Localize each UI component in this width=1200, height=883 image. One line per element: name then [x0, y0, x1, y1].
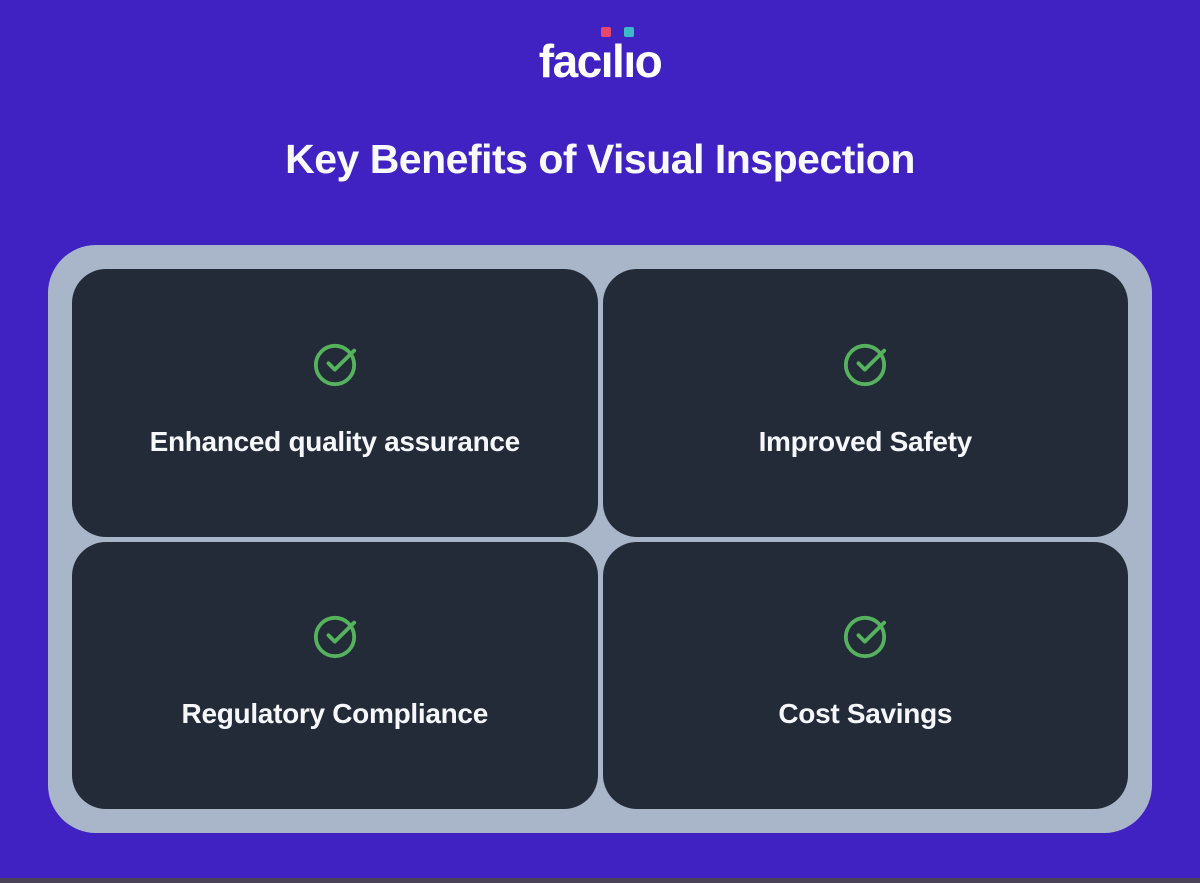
benefit-card-safety: Improved Safety	[602, 269, 1128, 537]
benefit-label: Enhanced quality assurance	[149, 425, 521, 457]
benefit-label: Cost Savings	[778, 698, 953, 730]
benefits-panel: Enhanced quality assurance Improved Safe…	[48, 245, 1152, 833]
check-circle-icon	[842, 614, 888, 660]
benefit-card-compliance: Regulatory Compliance	[72, 541, 598, 809]
page-title: Key Benefits of Visual Inspection	[285, 136, 915, 182]
benefit-card-cost: Cost Savings	[602, 541, 1128, 809]
check-circle-icon	[842, 342, 888, 388]
logo-segment: o	[634, 35, 663, 87]
benefit-label: Improved Safety	[758, 425, 973, 457]
benefits-grid: Enhanced quality assurance Improved Safe…	[72, 269, 1128, 809]
logo-dot-pink	[601, 27, 612, 37]
check-circle-icon	[312, 614, 358, 660]
logo-segment: fac	[538, 35, 602, 87]
brand-logo: fac ıl ıo	[0, 27, 1200, 87]
logo-i-first: ı	[601, 27, 614, 84]
brand-logo-text: fac ıl ıo	[538, 27, 663, 87]
benefit-card-quality: Enhanced quality assurance	[72, 269, 598, 537]
bottom-edge-strip	[0, 878, 1200, 883]
check-circle-icon	[312, 342, 358, 388]
logo-segment: l	[612, 35, 625, 87]
logo-i-second: ı	[623, 27, 636, 84]
benefit-label: Regulatory Compliance	[181, 698, 489, 730]
logo-dot-teal	[623, 27, 634, 37]
